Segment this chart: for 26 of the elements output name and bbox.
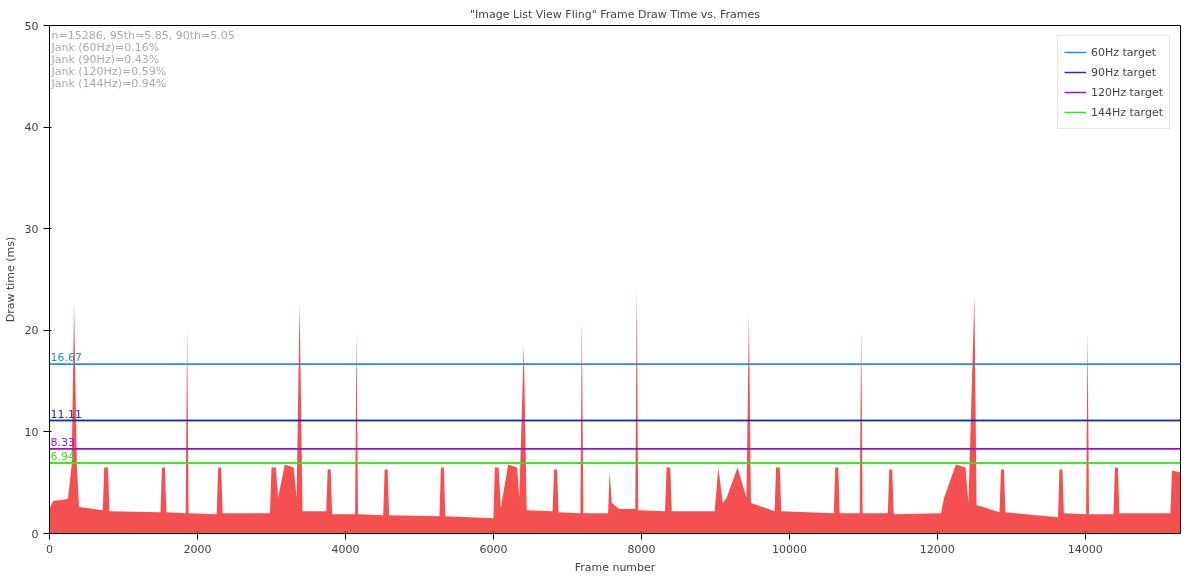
x-tick-label: 6000 — [479, 542, 508, 556]
y-tick-label: 50 — [24, 19, 39, 33]
legend-label: 90Hz target — [1091, 65, 1157, 79]
x-tick-label: 14000 — [1067, 542, 1103, 556]
x-tick-label: 0 — [46, 542, 53, 556]
y-tick-label: 0 — [31, 527, 39, 541]
x-tick-label: 8000 — [627, 542, 656, 556]
chart-title: "Image List View Fling" Frame Draw Time vs. Frames — [470, 7, 761, 21]
annotation: Jank (120Hz)=0.59% — [50, 64, 167, 78]
annotation: Jank (90Hz)=0.43% — [50, 52, 160, 66]
x-tick-label: 10000 — [771, 542, 807, 556]
y-tick-label: 20 — [24, 324, 39, 338]
annotation: n=15286, 95th=5.85, 90th=5.05 — [51, 28, 235, 42]
y-axis-title: Draw time (ms) — [3, 236, 17, 323]
x-axis-title: Frame number — [574, 560, 656, 574]
x-tick-label: 2000 — [183, 542, 212, 556]
y-tick-label: 40 — [24, 121, 39, 135]
x-tick-label: 12000 — [919, 542, 955, 556]
legend-label: 60Hz target — [1091, 45, 1157, 59]
legend-label: 120Hz target — [1091, 85, 1163, 99]
y-tick-label: 10 — [24, 425, 39, 439]
annotation: Jank (144Hz)=0.94% — [50, 76, 167, 90]
annotation: Jank (60Hz)=0.16% — [50, 40, 160, 54]
legend-label: 144Hz target — [1091, 105, 1163, 119]
x-tick-label: 4000 — [331, 542, 360, 556]
y-tick-label: 30 — [24, 222, 39, 236]
